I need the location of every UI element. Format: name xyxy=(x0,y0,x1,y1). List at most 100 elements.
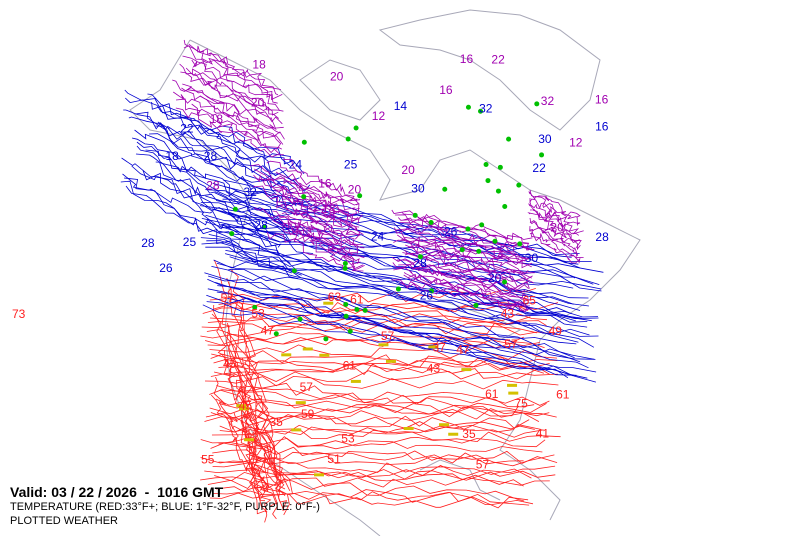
temperature-label: 30 xyxy=(525,251,539,265)
temperature-label: 20 xyxy=(330,69,344,83)
contour-line xyxy=(270,216,358,254)
precipitation-symbol xyxy=(412,212,418,218)
precipitation-symbol xyxy=(497,164,503,170)
temperature-label: 30 xyxy=(538,132,552,146)
temperature-label: 26 xyxy=(159,261,173,275)
contour-line xyxy=(266,160,361,202)
contour-line xyxy=(394,214,535,251)
contour-line xyxy=(209,389,550,406)
haze-symbol xyxy=(244,438,255,442)
haze-symbol xyxy=(291,428,302,432)
contour-line xyxy=(173,91,284,145)
contour-line xyxy=(191,59,284,112)
haze-symbol xyxy=(403,426,414,430)
contour-line xyxy=(206,240,583,319)
temperature-label: 18 xyxy=(322,202,336,216)
temperature-label: 25 xyxy=(183,235,197,249)
contour-line xyxy=(209,344,558,360)
contour-line xyxy=(172,79,277,130)
temperature-label: 12 xyxy=(569,135,583,149)
contour-line xyxy=(201,242,572,315)
precipitation-symbol xyxy=(495,188,501,194)
contour-line xyxy=(282,158,358,202)
contour-line xyxy=(219,224,574,305)
temperature-label: 20 xyxy=(251,96,265,110)
contour-line xyxy=(529,221,579,256)
contour-line xyxy=(136,141,296,232)
temperature-label: 28 xyxy=(141,236,155,250)
haze-symbol xyxy=(508,391,519,395)
contour-line xyxy=(181,87,285,140)
haze-symbol xyxy=(281,353,292,357)
haze-symbol xyxy=(239,407,250,411)
contour-line xyxy=(213,259,576,322)
temperature-label: 16 xyxy=(595,119,609,133)
contour-line xyxy=(228,295,278,477)
haze-symbol xyxy=(350,379,361,383)
contour-line xyxy=(204,375,559,390)
precipitation-symbol xyxy=(362,307,368,313)
temperature-label: 28 xyxy=(595,230,609,244)
contour-line xyxy=(151,101,287,177)
contour-line xyxy=(228,211,581,311)
contour-line xyxy=(204,272,575,359)
contour-line xyxy=(266,231,364,272)
contour-line xyxy=(211,350,545,374)
contour-line xyxy=(392,262,526,294)
contour-line xyxy=(209,404,557,418)
temperature-label: 57 xyxy=(476,458,490,472)
contour-line xyxy=(175,98,282,150)
contour-line xyxy=(288,222,361,265)
temperature-legend: TEMPERATURE (RED:33°F+; BLUE: 1°F-32°F, … xyxy=(10,501,320,513)
precipitation-symbol xyxy=(297,316,303,322)
temperature-label: 47 xyxy=(261,324,275,338)
contour-line xyxy=(206,294,596,360)
contour-line xyxy=(213,361,540,378)
contour-line xyxy=(245,430,270,492)
contour-line xyxy=(527,212,582,249)
precipitation-symbol xyxy=(347,328,353,334)
contour-line xyxy=(404,253,529,288)
contour-line xyxy=(241,421,272,523)
haze-symbol xyxy=(385,359,396,363)
temperature-label: 53 xyxy=(251,307,265,321)
haze-symbol xyxy=(507,383,518,387)
temperature-label: 26 xyxy=(444,225,458,239)
contour-line xyxy=(204,469,556,481)
temperature-label: 24 xyxy=(371,230,385,244)
contour-line xyxy=(218,458,532,479)
precipitation-symbol xyxy=(232,206,238,212)
plotted-weather-label: PLOTTED WEATHER xyxy=(10,515,118,527)
precipitation-symbol xyxy=(301,194,307,200)
contour-line xyxy=(205,335,540,347)
precipitation-symbol xyxy=(465,226,471,232)
temperature-label: 30 xyxy=(411,182,425,196)
temperature-label: 28 xyxy=(254,218,268,232)
precipitation-symbol xyxy=(502,204,508,210)
coastline xyxy=(299,59,381,121)
contour-line xyxy=(210,394,278,520)
contour-line xyxy=(238,385,288,511)
precipitation-symbol xyxy=(229,231,235,237)
temperature-label: 75 xyxy=(515,396,529,410)
haze-symbol xyxy=(428,345,439,349)
contour-line xyxy=(197,51,278,104)
contour-line xyxy=(219,426,544,438)
precipitation-symbol xyxy=(395,286,401,292)
contour-line xyxy=(230,412,265,491)
haze-symbol xyxy=(236,404,247,408)
haze-symbol xyxy=(378,343,389,347)
precipitation-symbol xyxy=(485,178,491,184)
contour-line xyxy=(263,178,359,224)
precipitation-symbol xyxy=(353,125,359,131)
precipitation-symbol xyxy=(342,265,348,271)
temperature-label: 14 xyxy=(491,248,505,262)
precipitation-symbol xyxy=(442,186,448,192)
temperature-label: 16 xyxy=(318,177,332,191)
contour-line xyxy=(207,288,589,369)
contour-line xyxy=(211,266,595,360)
contour-line xyxy=(250,164,359,206)
contour-line xyxy=(404,249,533,282)
contour-line xyxy=(228,340,265,515)
contour-line xyxy=(276,201,363,246)
